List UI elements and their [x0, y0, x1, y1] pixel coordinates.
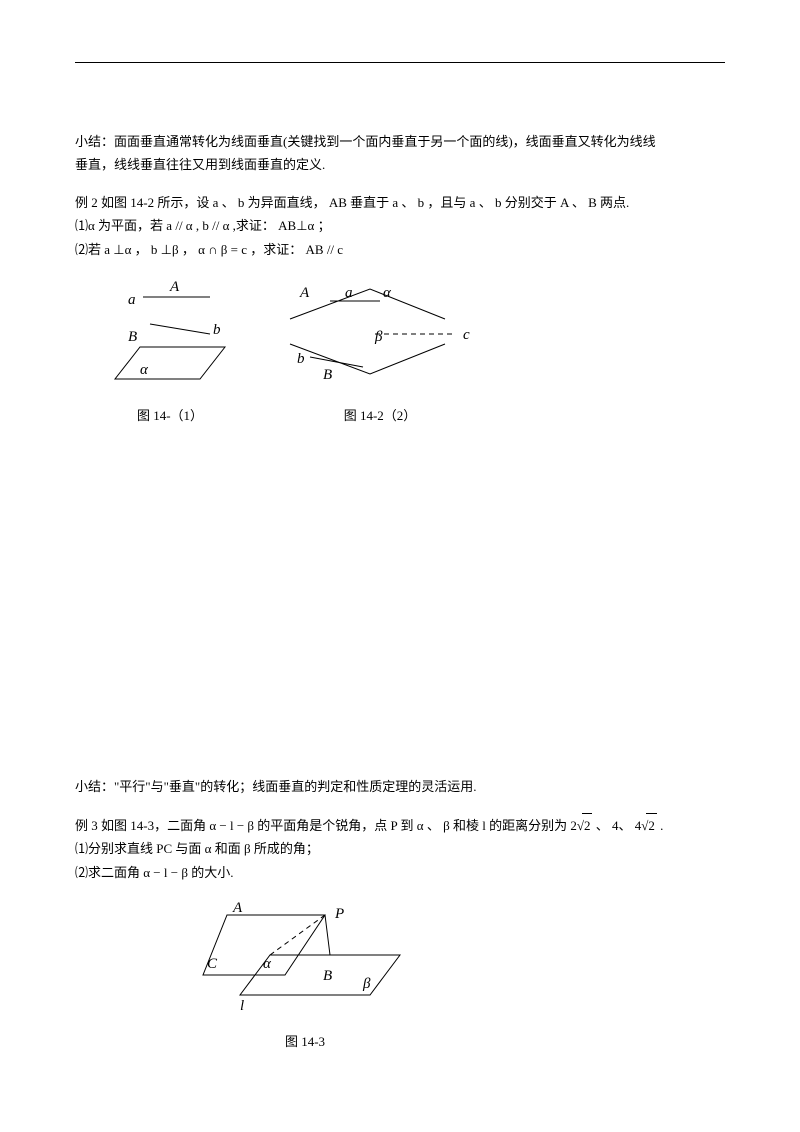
ex3-intro-c: .: [657, 818, 664, 833]
label-B: B: [128, 329, 137, 345]
label-A2: A: [299, 285, 310, 301]
figure-14-3: A P C α B β l 图 14-3: [195, 900, 415, 1053]
summary1-line2: 垂直，线线垂直往往又用到线面垂直的定义.: [75, 153, 725, 176]
label-A: A: [169, 279, 180, 295]
example3-q1: ⑴分别求直线 PC 与面 α 和面 β 所成的角；: [75, 837, 725, 860]
figure-14-2-caption: 图 14-2（2）: [344, 404, 417, 427]
label-beta3: β: [362, 976, 371, 992]
example2-q2: ⑵若 a ⊥α ， b ⊥β ， α ∩ β = c ，求证： AB // c: [75, 238, 725, 261]
label-B2: B: [323, 367, 332, 383]
label-alpha3: α: [263, 956, 272, 972]
example2-intro: 例 2 如图 14-2 所示，设 a 、 b 为异面直线， AB 垂直于 a 、…: [75, 191, 725, 214]
label-l3: l: [240, 998, 244, 1014]
example3-q2: ⑵求二面角 α − l − β 的大小.: [75, 861, 725, 884]
label-b2: b: [297, 351, 305, 367]
ex3-intro-b: 、 4、 4: [592, 818, 641, 833]
label-a2: a: [345, 285, 353, 301]
ex3-intro-a: 例 3 如图 14-3，二面角 α − l − β 的平面角是个锐角，点 P 到…: [75, 818, 577, 833]
label-alpha2: α: [383, 285, 392, 301]
header-rule: [75, 62, 725, 63]
label-c2: c: [463, 327, 470, 343]
example3-intro: 例 3 如图 14-3，二面角 α − l − β 的平面角是个锐角，点 P 到…: [75, 813, 725, 837]
label-A3: A: [232, 900, 243, 916]
figure-row-14-2: A a b B α 图 14-（1）: [95, 279, 725, 427]
label-C3: C: [207, 956, 218, 972]
label-P3: P: [334, 906, 344, 922]
figure-14-1: A a b B α 图 14-（1）: [95, 279, 245, 427]
figure-14-3-svg: A P C α B β l: [195, 900, 415, 1020]
figure-14-2: A a α β c b B 图 14-2（2）: [275, 279, 485, 427]
label-a: a: [128, 292, 136, 308]
figure-14-1-svg: A a b B α: [95, 279, 245, 394]
label-B3: B: [323, 968, 332, 984]
sqrt2-first: √2: [577, 813, 593, 837]
page: 小结：面面垂直通常转化为线面垂直(关键找到一个面内垂直于另一个面的线)，线面垂直…: [0, 0, 800, 1132]
summary1-line1: 小结：面面垂直通常转化为线面垂直(关键找到一个面内垂直于另一个面的线)，线面垂直…: [75, 130, 725, 153]
blank-space: [75, 435, 725, 775]
figure-14-3-caption: 图 14-3: [285, 1030, 325, 1053]
content: 小结：面面垂直通常转化为线面垂直(关键找到一个面内垂直于另一个面的线)，线面垂直…: [75, 130, 725, 1053]
example2-q1: ⑴α 为平面，若 a // α , b // α ,求证： AB⊥α ；: [75, 214, 725, 237]
label-alpha: α: [140, 362, 149, 378]
label-beta2: β: [374, 329, 383, 345]
figure-14-2-svg: A a α β c b B: [275, 279, 485, 394]
sqrt2-second: √2: [641, 813, 657, 837]
label-b: b: [213, 322, 221, 338]
summary2: 小结："平行"与"垂直"的转化；线面垂直的判定和性质定理的灵活运用.: [75, 775, 725, 798]
figure-14-1-caption: 图 14-（1）: [137, 404, 203, 427]
